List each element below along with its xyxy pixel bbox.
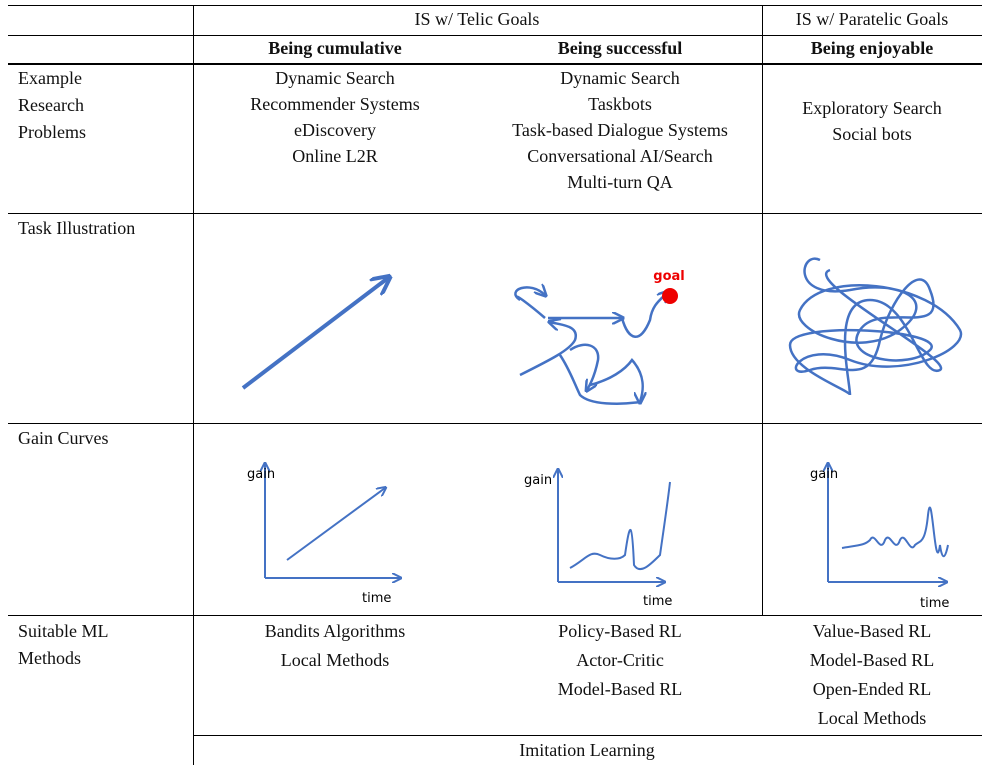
gain-axes <box>265 464 949 582</box>
axis-label: gain <box>524 473 552 488</box>
rule <box>8 423 982 424</box>
enjoyable-scribble <box>788 257 963 397</box>
column-header: Being successful <box>557 38 683 58</box>
column-header: Being cumulative <box>268 38 402 58</box>
row-label: Methods <box>18 648 81 668</box>
row-label: Example <box>18 68 82 88</box>
axis-label: time <box>643 594 672 609</box>
cell-line: Value-Based RL <box>812 621 932 641</box>
cell-line: Task-based Dialogue Systems <box>512 120 728 140</box>
shared-cell: Imitation Learning <box>519 740 655 760</box>
cell-line: Online L2R <box>292 146 378 166</box>
cell-line: Actor-Critic <box>576 650 664 670</box>
axis-label: time <box>920 596 949 611</box>
axis-label: gain <box>810 467 838 482</box>
axis-label: time <box>362 591 391 606</box>
cell-line: Recommender Systems <box>250 94 420 114</box>
cell-line: Multi-turn QA <box>567 172 673 192</box>
cell-line: Local Methods <box>280 650 390 670</box>
axis-label: gain <box>247 467 275 482</box>
cumulative-arrow <box>241 278 388 390</box>
rule <box>193 735 982 736</box>
cell-line: Local Methods <box>817 708 927 728</box>
cell-line: Exploratory Search <box>802 98 942 118</box>
rule <box>8 615 982 616</box>
goal-label: goal <box>653 269 684 284</box>
group-header: IS w/ Paratelic Goals <box>795 9 949 29</box>
successful-path <box>514 287 668 405</box>
rule <box>8 35 982 36</box>
cell-line: eDiscovery <box>294 120 376 140</box>
cell-line: Open-Ended RL <box>812 679 932 699</box>
row-label: Suitable ML <box>18 621 109 641</box>
cell-line: Dynamic Search <box>560 68 680 88</box>
cell-line: Dynamic Search <box>275 68 395 88</box>
cell-line: Bandits Algorithms <box>264 621 406 641</box>
rule <box>193 5 194 765</box>
cell-line: Policy-Based RL <box>558 621 682 641</box>
row-label: Gain Curves <box>18 428 109 448</box>
rule <box>8 213 982 214</box>
row-label: Problems <box>18 122 87 142</box>
rule <box>8 5 982 6</box>
rule <box>8 63 982 65</box>
goal-dot <box>662 288 678 304</box>
cell-line: Social bots <box>832 124 912 144</box>
cell-line: Model-Based RL <box>557 679 683 699</box>
group-header: IS w/ Telic Goals <box>414 9 540 29</box>
cell-line: Conversational AI/Search <box>527 146 713 166</box>
row-label: Research <box>18 95 84 115</box>
rule <box>762 5 763 615</box>
cell-line: Model-Based RL <box>809 650 935 670</box>
cell-line: Taskbots <box>588 94 652 114</box>
row-label: Task Illustration <box>18 218 136 238</box>
column-header: Being enjoyable <box>810 38 934 58</box>
